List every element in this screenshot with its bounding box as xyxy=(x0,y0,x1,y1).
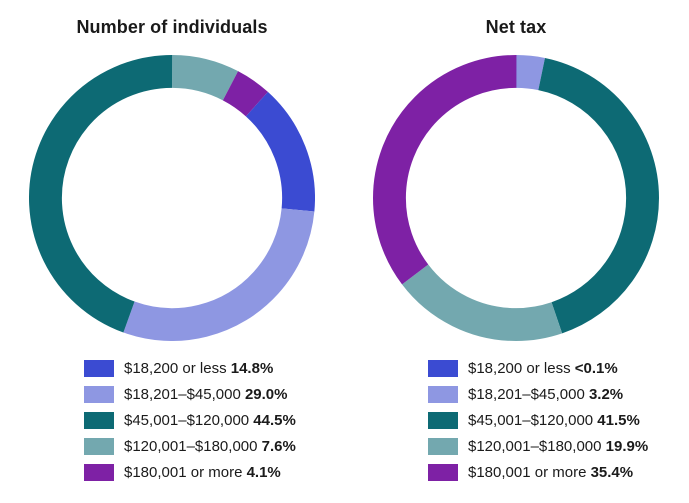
legend-label: $180,001 or more 35.4% xyxy=(468,464,634,481)
legend-label: $18,200 or less <0.1% xyxy=(468,360,618,377)
legend-number-of-individuals: $18,200 or less 14.8% $18,201–$45,000 29.… xyxy=(84,360,344,481)
chart-title-net-tax: Net tax xyxy=(485,17,547,37)
donut-segment-4 xyxy=(373,55,659,341)
legend-swatch xyxy=(84,412,114,429)
legend-value: <0.1% xyxy=(574,360,618,377)
legend-value: 3.2% xyxy=(588,386,624,403)
legend-swatch xyxy=(84,438,114,455)
legend-item: $45,001–$120,000 41.5% xyxy=(428,412,688,429)
legend-value: 4.1% xyxy=(246,464,281,481)
donut-chart-net-tax xyxy=(373,55,659,341)
legend-label: $45,001–$120,000 41.5% xyxy=(468,412,640,429)
legend-item: $120,001–$180,000 19.9% xyxy=(428,438,688,455)
legend-value: 14.8% xyxy=(230,360,274,377)
legend-swatch xyxy=(428,438,458,455)
legend-label: $18,200 or less 14.8% xyxy=(124,360,274,377)
legend-label: $18,201–$45,000 29.0% xyxy=(124,386,288,403)
donut-segment-2 xyxy=(29,55,315,341)
legend-swatch xyxy=(84,464,114,481)
legend-swatch xyxy=(428,412,458,429)
legend-value: 41.5% xyxy=(597,412,640,429)
chart-title-number-of-individuals: Number of individuals xyxy=(76,17,268,37)
legend-label: $120,001–$180,000 7.6% xyxy=(124,438,296,455)
legend-label: $18,201–$45,000 3.2% xyxy=(468,386,624,403)
chart-net-tax: Net tax $18,200 or less <0.1% $18,201–$45… xyxy=(344,0,688,490)
legend-swatch xyxy=(428,360,458,377)
legend-label: $45,001–$120,000 44.5% xyxy=(124,412,296,429)
legend-value: 44.5% xyxy=(253,412,296,429)
legend-net-tax: $18,200 or less <0.1% $18,201–$45,000 3.2… xyxy=(428,360,688,481)
legend-value: 19.9% xyxy=(605,438,649,455)
legend-value: 35.4% xyxy=(590,464,634,481)
legend-swatch xyxy=(428,464,458,481)
legend-item: $120,001–$180,000 7.6% xyxy=(84,438,344,455)
legend-item: $18,201–$45,000 29.0% xyxy=(84,386,344,403)
legend-value: 7.6% xyxy=(261,438,296,455)
donut-wrap xyxy=(0,55,344,341)
donut-charts-figure: Number of individuals $18,200 or less 14… xyxy=(0,0,688,490)
chart-number-of-individuals: Number of individuals $18,200 or less 14… xyxy=(0,0,344,490)
legend-item: $180,001 or more 4.1% xyxy=(84,464,344,481)
donut-segment-5 xyxy=(29,55,315,341)
legend-label: $180,001 or more 4.1% xyxy=(124,464,281,481)
legend-value: 29.0% xyxy=(244,386,288,403)
donut-segment-5 xyxy=(373,55,659,341)
legend-swatch xyxy=(84,386,114,403)
donut-segment-3 xyxy=(29,55,315,341)
legend-item: $18,201–$45,000 3.2% xyxy=(428,386,688,403)
legend-item: $180,001 or more 35.4% xyxy=(428,464,688,481)
legend-item: $18,200 or less 14.8% xyxy=(84,360,344,377)
legend-swatch xyxy=(84,360,114,377)
legend-item: $18,200 or less <0.1% xyxy=(428,360,688,377)
legend-label: $120,001–$180,000 19.9% xyxy=(468,438,649,455)
legend-item: $45,001–$120,000 44.5% xyxy=(84,412,344,429)
legend-swatch xyxy=(428,386,458,403)
donut-wrap xyxy=(344,55,688,341)
donut-chart-number-of-individuals xyxy=(29,55,315,341)
donut-segment-3 xyxy=(373,55,659,341)
